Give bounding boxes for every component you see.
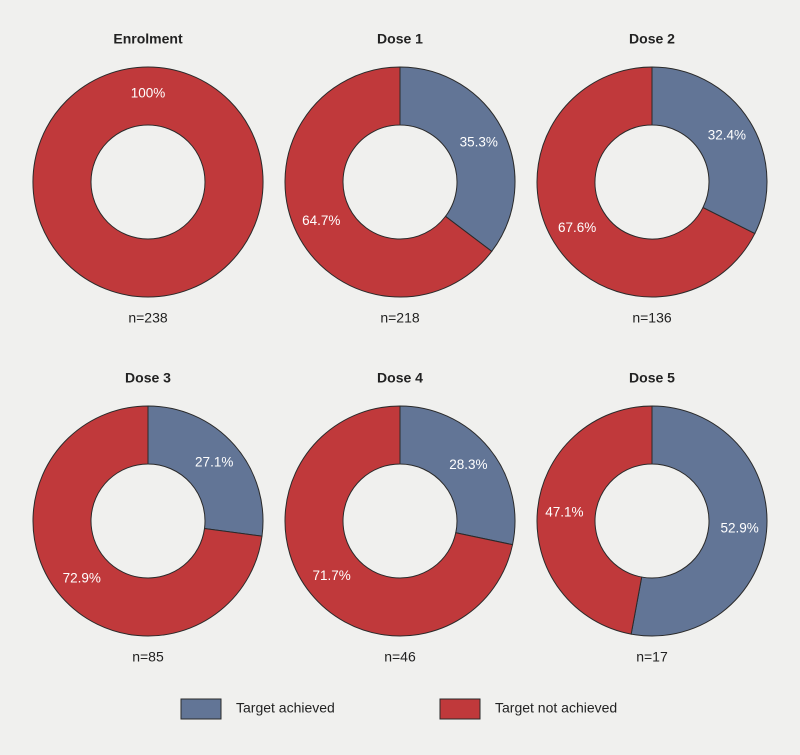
slice <box>399 405 516 546</box>
slice-label: 35.3% <box>460 134 498 149</box>
slice-label: 28.3% <box>449 457 487 472</box>
chart-title: Dose 1 <box>377 31 423 47</box>
slice-label: 71.7% <box>313 568 351 583</box>
chart-title: Dose 5 <box>629 370 675 386</box>
slice-label: 64.7% <box>302 213 340 228</box>
slice-label: 52.9% <box>720 521 758 536</box>
legend-label: Target achieved <box>236 700 335 716</box>
slice <box>147 405 264 537</box>
slice-label: 32.4% <box>708 127 746 142</box>
slice <box>536 405 653 635</box>
chart-title: Dose 3 <box>125 370 171 386</box>
slice <box>32 66 264 298</box>
slice <box>630 405 768 637</box>
slice <box>536 66 756 298</box>
slice <box>32 405 263 637</box>
legend-label: Target not achieved <box>495 700 617 716</box>
sample-size: n=238 <box>128 310 168 326</box>
slice <box>284 405 514 637</box>
legend-swatch <box>439 698 481 720</box>
slice <box>284 66 493 298</box>
slice <box>399 66 516 253</box>
sample-size: n=218 <box>380 310 420 326</box>
sample-size: n=85 <box>132 649 164 665</box>
sample-size: n=17 <box>636 649 668 665</box>
slice <box>651 66 768 235</box>
sample-size: n=136 <box>632 310 672 326</box>
sample-size: n=46 <box>384 649 416 665</box>
slice-label: 100% <box>131 86 166 101</box>
chart-title: Enrolment <box>113 31 183 47</box>
legend-swatch <box>180 698 222 720</box>
chart-title: Dose 2 <box>629 31 675 47</box>
chart-title: Dose 4 <box>377 370 423 386</box>
slice-label: 27.1% <box>195 455 233 470</box>
slice-label: 67.6% <box>558 220 596 235</box>
slice-label: 47.1% <box>545 505 583 520</box>
slice-label: 72.9% <box>63 571 101 586</box>
